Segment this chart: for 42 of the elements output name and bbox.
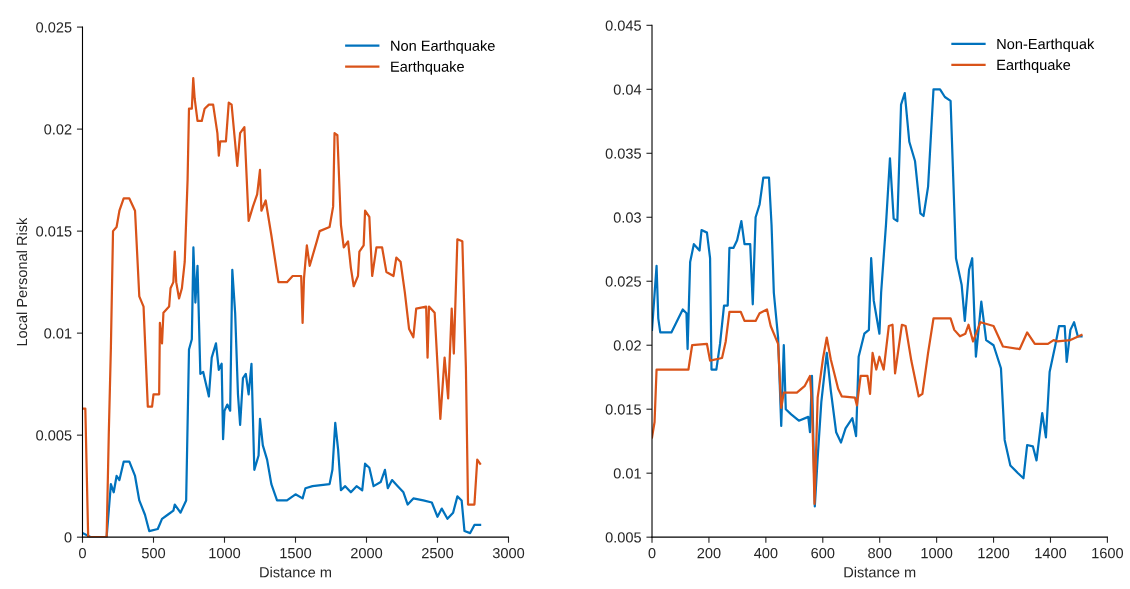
y-tick-label: 0.01 [613,468,641,479]
y-tick-label: 0.02 [44,124,72,135]
y-tick-label: 0.045 [605,20,641,31]
y-tick-label: 0.02 [613,340,641,351]
y-tick-label: 0.01 [44,328,72,339]
y-tick-label: 0.025 [36,22,72,33]
x-axis-title: Distance m [260,566,331,578]
legend-label: Non Earthquake [391,40,495,54]
x-tick-label: 1000 [921,547,953,559]
x-tick-label: 2500 [422,547,454,559]
x-axis-title: Distance m [844,566,916,578]
y-tick-label: 0 [64,532,72,543]
legend-label: Non-Earthquak [997,38,1095,53]
x-tick-label: 3000 [492,547,525,559]
y-tick-label: 0.025 [605,276,641,287]
x-tick-label: 2000 [351,547,383,559]
x-tick-label: 800 [868,547,892,559]
x-tick-label: 1000 [209,547,241,559]
x-tick-label: 500 [141,547,166,559]
y-tick-label: 0.005 [605,532,641,543]
x-tick-label: 0 [79,547,86,559]
x-tick-label: 200 [697,547,721,559]
y-tick-label: 0.015 [605,404,641,415]
x-tick-label: 1500 [280,547,312,559]
x-tick-label: 600 [811,547,835,559]
line-series [652,88,1083,508]
line-series [82,76,482,538]
x-tick-label: 1200 [978,547,1010,559]
legend-label: Earthquake [997,59,1071,73]
y-tick-label: 0.015 [36,226,72,237]
line-series [652,308,1083,506]
y-tick-label: 0.03 [613,212,641,223]
x-tick-label: 1400 [1035,547,1067,559]
y-axis-title: Local Personal Risk [16,217,28,346]
x-tick-label: 1600 [1092,547,1124,559]
legend-label: Earthquake [391,61,464,75]
line-series [82,246,482,538]
x-tick-label: 400 [754,547,778,559]
y-tick-label: 0.04 [613,84,642,95]
x-tick-label: 0 [648,547,656,559]
y-tick-label: 0.005 [36,430,72,441]
y-tick-label: 0.035 [605,148,641,159]
